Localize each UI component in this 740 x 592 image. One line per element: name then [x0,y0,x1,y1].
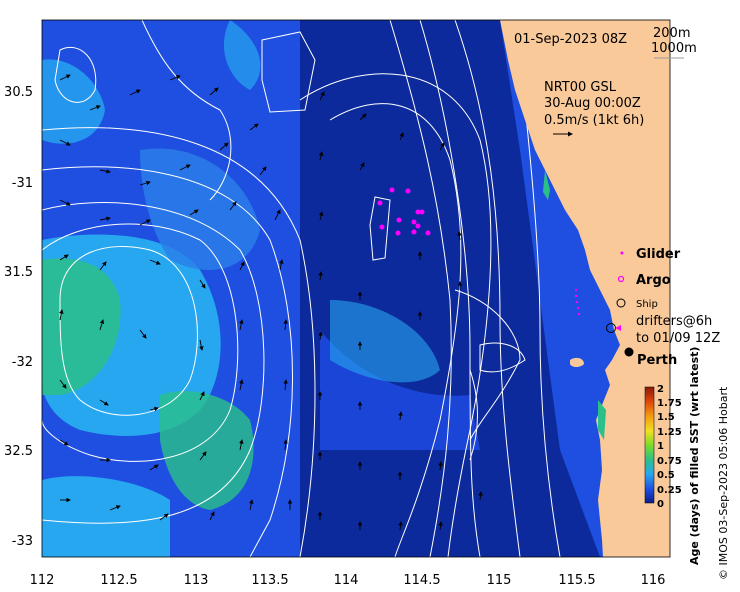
scale-vector-label: 0.5m/s (1kt 6h) [544,113,644,128]
coastal-fringe [543,170,606,440]
perth-marker [624,347,634,357]
x-tick-label: 115 [487,573,512,588]
glider-legend-marker [620,251,624,255]
coastal-glider-dots [574,288,581,316]
colorbar [644,386,655,504]
colorbar-tick-label: 1 [657,441,664,452]
drifters-legend-line2: to 01/09 12Z [636,331,720,346]
x-tick-label: 112.5 [100,573,137,588]
colorbar-tick-label: 0.5 [657,470,675,481]
y-axis: 30.5 -31 31.5 -32 32.5 -33 [4,85,33,549]
ship-legend-label: Ship [636,299,658,310]
ocean-light-east [330,300,440,383]
city-label: Perth [637,353,677,368]
colorbar-tick-label: 1.75 [657,398,682,409]
depth-contour-label-1000: 1000m [651,41,697,56]
ocean-light-mid [140,148,260,270]
argo-legend-label: Argo [636,273,671,288]
colorbar-tick-label: 0.25 [657,485,682,496]
x-tick-label: 113.5 [251,573,288,588]
y-tick-label: -33 [12,534,33,549]
colorbar-tick-label: 0.75 [657,456,682,467]
plot-frame [41,19,671,558]
colorbar-tick-label: 1.25 [657,427,682,438]
current-product-label: NRT00 GSL [544,80,617,95]
x-tick-label: 113 [184,573,209,588]
current-vectors [59,74,483,531]
map-date-label: 01-Sep-2023 08Z [514,32,627,47]
colorbar-title: Age (days) of filled SST (wrt latest) [688,347,701,565]
y-tick-label: 31.5 [4,265,33,280]
x-tick-label: 116 [641,573,666,588]
y-tick-label: 30.5 [4,85,33,100]
argo-legend-marker [617,275,625,283]
glider-legend-label: Glider [636,247,681,262]
land-western-australia [500,20,670,557]
y-tick-label: 32.5 [4,444,33,459]
ship-legend-marker [616,298,626,308]
land-rottnest-island [570,357,584,367]
colorbar-ticks: 0 0.25 0.5 0.75 1 1.25 1.5 1.75 2 [657,384,682,510]
x-axis: 112 112.5 113 113.5 114 114.5 115 115.5 … [30,573,666,588]
y-tick-label: -31 [12,176,33,191]
ocean-green-core [42,258,121,395]
sst-contours [42,20,561,557]
y-tick-label: -32 [12,355,33,370]
x-tick-label: 114.5 [403,573,440,588]
credit-label: © IMOS 03-Sep-2023 05:06 Hobart [717,386,730,580]
ocean-light-sw [42,476,170,557]
glider-track [377,187,431,236]
ocean-light-north [223,20,261,90]
colorbar-tick-label: 2 [657,384,664,395]
drifter-marker [615,325,621,331]
x-tick-label: 112 [30,573,55,588]
x-tick-label: 115.5 [558,573,595,588]
map-plot [42,20,670,557]
current-date-label: 30-Aug 00:00Z [544,96,641,111]
colorbar-tick-label: 0 [657,499,664,510]
drifters-legend-line1: drifters@6h [636,314,712,329]
x-tick-label: 114 [334,573,359,588]
colorbar-tick-label: 1.5 [657,412,675,423]
depth-contour-label-200: 200m [653,26,690,41]
